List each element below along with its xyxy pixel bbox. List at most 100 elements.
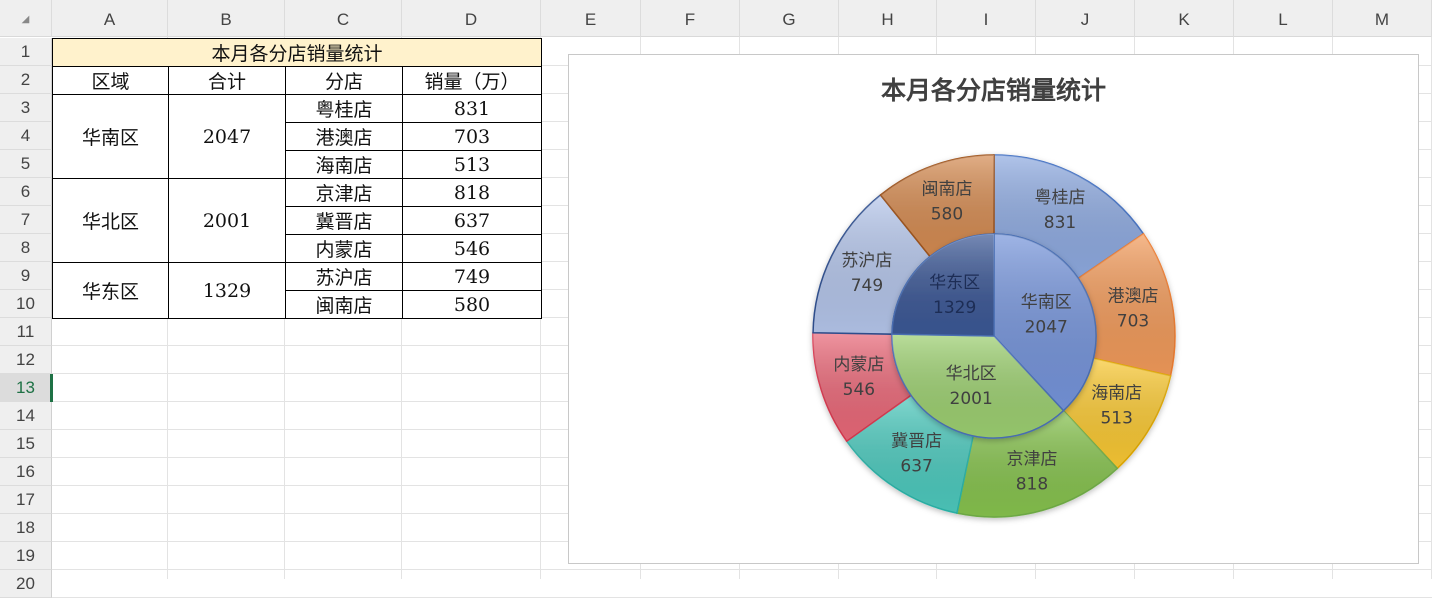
row-header-17[interactable]: 17 bbox=[0, 486, 52, 514]
column-header-C[interactable]: C bbox=[285, 0, 402, 37]
row-header-4[interactable]: 4 bbox=[0, 122, 52, 150]
chart-title: 本月各分店销量统计 bbox=[880, 76, 1106, 105]
data-label-name: 冀晋店 bbox=[891, 431, 942, 451]
data-label-name: 华东区 bbox=[929, 273, 980, 293]
selected-cell-indicator bbox=[50, 374, 53, 402]
slice-shading bbox=[892, 334, 1064, 438]
column-header-H[interactable]: H bbox=[839, 0, 937, 37]
data-label-value: 749 bbox=[851, 276, 883, 296]
row-header-8[interactable]: 8 bbox=[0, 234, 52, 262]
column-header-M[interactable]: M bbox=[1333, 0, 1432, 37]
header-cell[interactable]: 销量（万） bbox=[402, 66, 542, 95]
slice-shading bbox=[892, 234, 994, 336]
column-header-J[interactable]: J bbox=[1036, 0, 1135, 37]
sales-cell[interactable]: 818 bbox=[402, 178, 542, 207]
row-header-10[interactable]: 10 bbox=[0, 290, 52, 318]
row-header-19[interactable]: 19 bbox=[0, 542, 52, 570]
sales-cell[interactable]: 580 bbox=[402, 290, 542, 319]
row-header-5[interactable]: 5 bbox=[0, 150, 52, 178]
sales-cell[interactable]: 513 bbox=[402, 150, 542, 179]
sales-cell[interactable]: 703 bbox=[402, 122, 542, 151]
column-header-B[interactable]: B bbox=[168, 0, 285, 37]
row-header-14[interactable]: 14 bbox=[0, 402, 52, 430]
data-label-value: 1329 bbox=[933, 298, 976, 318]
row-header-13[interactable]: 13 bbox=[0, 374, 52, 402]
slice-shading bbox=[813, 195, 931, 335]
data-label-name: 内蒙店 bbox=[833, 355, 884, 375]
header-cell[interactable]: 区域 bbox=[52, 66, 169, 95]
sales-cell[interactable]: 831 bbox=[402, 94, 542, 123]
sales-cell[interactable]: 546 bbox=[402, 234, 542, 263]
store-cell[interactable]: 海南店 bbox=[285, 150, 403, 179]
region-cell[interactable]: 华东区 bbox=[52, 262, 169, 319]
column-header-bar bbox=[0, 0, 1432, 37]
row-header-6[interactable]: 6 bbox=[0, 178, 52, 206]
data-label-name: 闽南店 bbox=[921, 180, 972, 200]
store-cell[interactable]: 港澳店 bbox=[285, 122, 403, 151]
data-label-name: 苏沪店 bbox=[841, 251, 892, 271]
slice-shading bbox=[994, 155, 1144, 279]
column-header-K[interactable]: K bbox=[1135, 0, 1234, 37]
column-header-L[interactable]: L bbox=[1234, 0, 1333, 37]
chart[interactable]: 本月各分店销量统计 粤桂店 831 港澳店 703 海南店 513 京津店 818 冀晋店 637… bbox=[568, 54, 1419, 564]
slice-shading bbox=[1063, 358, 1171, 469]
column-header-D[interactable]: D bbox=[402, 0, 541, 37]
column-header-A[interactable]: A bbox=[52, 0, 168, 37]
row-header-16[interactable]: 16 bbox=[0, 458, 52, 486]
data-label-value: 703 bbox=[1117, 311, 1149, 331]
row-header-15[interactable]: 15 bbox=[0, 430, 52, 458]
data-label-value: 2001 bbox=[950, 389, 993, 409]
data-label-value: 637 bbox=[900, 456, 932, 476]
data-label-name: 京津店 bbox=[1006, 449, 1057, 469]
data-label-value: 513 bbox=[1100, 408, 1132, 428]
data-label-value: 2047 bbox=[1025, 317, 1068, 337]
row-header-2[interactable]: 2 bbox=[0, 66, 52, 94]
region-cell[interactable]: 华北区 bbox=[52, 178, 169, 263]
data-label-name: 华南区 bbox=[1021, 292, 1072, 312]
total-cell[interactable]: 2047 bbox=[168, 94, 286, 179]
column-header-E[interactable]: E bbox=[541, 0, 641, 37]
slice-shading bbox=[956, 410, 1118, 517]
store-cell[interactable]: 粤桂店 bbox=[285, 94, 403, 123]
total-cell[interactable]: 1329 bbox=[168, 262, 286, 319]
column-header-I[interactable]: I bbox=[937, 0, 1036, 37]
store-cell[interactable]: 京津店 bbox=[285, 178, 403, 207]
slice-shading bbox=[994, 234, 1096, 411]
store-cell[interactable]: 闽南店 bbox=[285, 290, 403, 319]
select-all-corner[interactable]: ◢ bbox=[0, 0, 52, 37]
header-cell[interactable]: 分店 bbox=[285, 66, 403, 95]
row-header-1[interactable]: 1 bbox=[0, 38, 52, 66]
slice-shading bbox=[846, 395, 974, 514]
slice-shading bbox=[813, 332, 911, 442]
gridline bbox=[52, 569, 1432, 570]
store-cell[interactable]: 冀晋店 bbox=[285, 206, 403, 235]
slice-shading bbox=[1078, 233, 1175, 376]
data-label-name: 华北区 bbox=[946, 364, 997, 384]
data-label-value: 580 bbox=[931, 205, 963, 225]
row-header-20[interactable]: 20 bbox=[0, 570, 52, 598]
region-cell[interactable]: 华南区 bbox=[52, 94, 169, 179]
data-label-value: 546 bbox=[843, 380, 875, 400]
store-cell[interactable]: 苏沪店 bbox=[285, 262, 403, 291]
sunburst-chart: 粤桂店 831 港澳店 703 海南店 513 京津店 818 冀晋店 637 内蒙店 546 苏沪店 7… bbox=[812, 154, 1176, 518]
data-label-name: 粤桂店 bbox=[1035, 188, 1086, 208]
table-title-cell[interactable]: 本月各分店销量统计 bbox=[52, 38, 542, 67]
sales-cell[interactable]: 637 bbox=[402, 206, 542, 235]
sales-cell[interactable]: 749 bbox=[402, 262, 542, 291]
row-header-3[interactable]: 3 bbox=[0, 94, 52, 122]
row-header-11[interactable]: 11 bbox=[0, 318, 52, 346]
data-label-value: 831 bbox=[1044, 213, 1076, 233]
slice-shading bbox=[880, 155, 994, 257]
total-cell[interactable]: 2001 bbox=[168, 178, 286, 263]
store-cell[interactable]: 内蒙店 bbox=[285, 234, 403, 263]
column-header-G[interactable]: G bbox=[740, 0, 839, 37]
row-header-7[interactable]: 7 bbox=[0, 206, 52, 234]
row-header-9[interactable]: 9 bbox=[0, 262, 52, 290]
data-label-name: 海南店 bbox=[1091, 383, 1142, 403]
data-label-value: 818 bbox=[1016, 474, 1048, 494]
row-header-18[interactable]: 18 bbox=[0, 514, 52, 542]
column-header-F[interactable]: F bbox=[641, 0, 740, 37]
data-label-name: 港澳店 bbox=[1107, 286, 1158, 306]
row-header-12[interactable]: 12 bbox=[0, 346, 52, 374]
header-cell[interactable]: 合计 bbox=[168, 66, 286, 95]
